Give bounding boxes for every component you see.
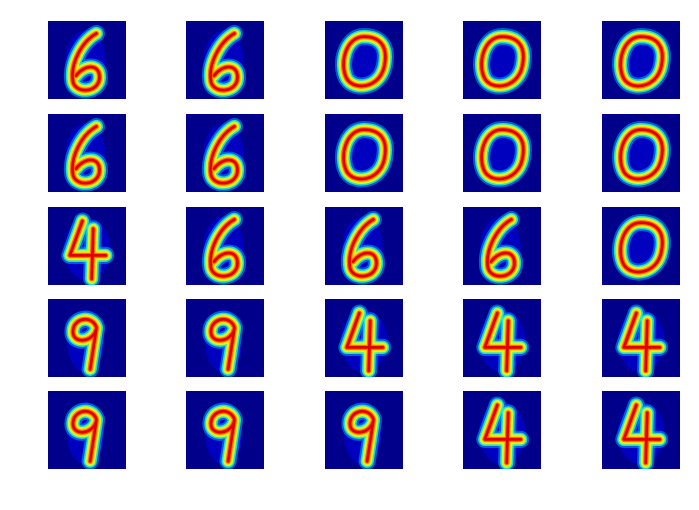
- digit-heatmap-image: [463, 21, 541, 99]
- digit-heatmap-image: [186, 114, 264, 192]
- digit-tile: [325, 207, 403, 285]
- digit-tile: [602, 391, 680, 469]
- digit-tile: [186, 114, 264, 192]
- digit-heatmap-image: [325, 21, 403, 99]
- digit-heatmap-image: [463, 114, 541, 192]
- digit-tile: [463, 21, 541, 99]
- digit-tile: [463, 391, 541, 469]
- digit-tile: [48, 114, 126, 192]
- digit-tile: [48, 299, 126, 377]
- digit-tile: [48, 207, 126, 285]
- digit-heatmap-image: [186, 207, 264, 285]
- digit-tile: [48, 21, 126, 99]
- digit-tile: [602, 299, 680, 377]
- digit-heatmap-image: [186, 391, 264, 469]
- digit-tile: [325, 391, 403, 469]
- digit-tile: [48, 391, 126, 469]
- digit-heatmap-image: [463, 391, 541, 469]
- digit-heatmap-image: [602, 299, 680, 377]
- digit-tile: [463, 114, 541, 192]
- digit-tile: [325, 299, 403, 377]
- digit-tile: [463, 207, 541, 285]
- digit-heatmap-image: [186, 299, 264, 377]
- digit-tile: [602, 114, 680, 192]
- digit-heatmap-image: [186, 21, 264, 99]
- digit-tile: [325, 114, 403, 192]
- digit-heatmap-image: [48, 207, 126, 285]
- digit-tile: [602, 207, 680, 285]
- digit-tile: [463, 299, 541, 377]
- digit-heatmap-image: [48, 114, 126, 192]
- digit-heatmap-image: [48, 21, 126, 99]
- digit-tile: [186, 207, 264, 285]
- digit-heatmap-image: [463, 299, 541, 377]
- digit-heatmap-image: [602, 114, 680, 192]
- digit-heatmap-image: [325, 114, 403, 192]
- digit-tile: [186, 299, 264, 377]
- digit-tile: [186, 391, 264, 469]
- digit-tile: [602, 21, 680, 99]
- digit-heatmap-image: [602, 21, 680, 99]
- digit-heatmap-image: [48, 299, 126, 377]
- digit-heatmap-image: [463, 207, 541, 285]
- digit-heatmap-image: [325, 299, 403, 377]
- digit-heatmap-image: [602, 207, 680, 285]
- digit-tile: [325, 21, 403, 99]
- digit-heatmap-image: [602, 391, 680, 469]
- digit-heatmap-image: [48, 391, 126, 469]
- digit-heatmap-image: [325, 207, 403, 285]
- digit-heatmap-image: [325, 391, 403, 469]
- digit-tile: [186, 21, 264, 99]
